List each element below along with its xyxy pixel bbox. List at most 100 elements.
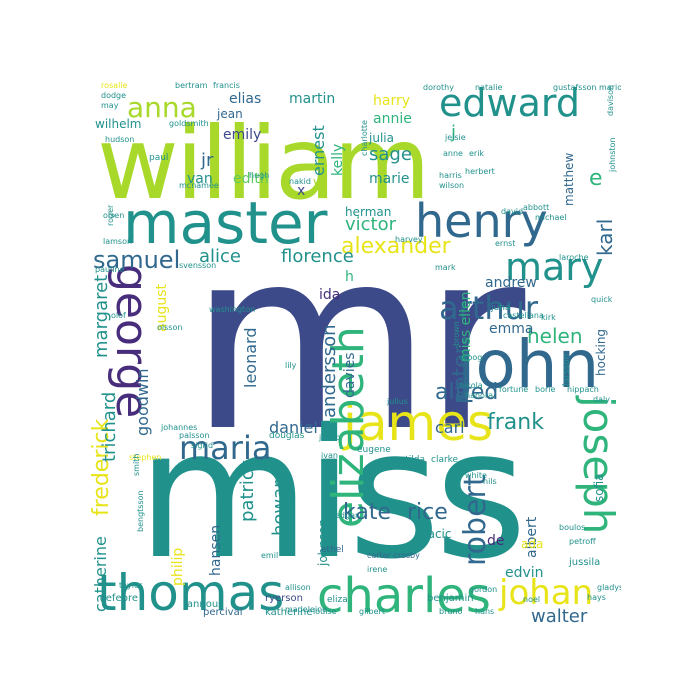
word: harry: [373, 93, 411, 109]
word: annie: [373, 111, 412, 127]
word: fortune: [499, 385, 529, 394]
word: clarke: [431, 455, 459, 465]
word: samuel: [93, 246, 181, 274]
word: petroff: [569, 537, 596, 546]
word: eugene: [357, 445, 391, 455]
word: cacic: [421, 527, 452, 541]
word: sage: [369, 144, 412, 165]
word: alexander: [341, 234, 451, 259]
word: gilbert: [359, 607, 385, 616]
word: victor: [345, 214, 397, 235]
word: julia: [369, 131, 394, 145]
word: hanora: [465, 391, 494, 400]
word: hudson: [105, 135, 135, 144]
word: emily: [223, 127, 262, 143]
word: kate: [343, 500, 391, 525]
word: tannous: [183, 599, 224, 610]
word: carl: [435, 418, 465, 437]
word: wilson: [439, 181, 465, 190]
word: rosalie: [101, 81, 128, 90]
word: andrew: [485, 275, 537, 291]
word: jelsie: [445, 133, 466, 142]
word: smith: [132, 453, 141, 476]
word: nils: [483, 477, 497, 486]
word: pauline: [95, 265, 125, 274]
word: v: [313, 175, 321, 189]
word: kelly: [330, 143, 346, 176]
word: taylor: [119, 581, 143, 590]
word: e: [589, 166, 603, 191]
word: carter crosby: [367, 551, 420, 560]
word: hippach: [567, 385, 599, 394]
word: noel: [523, 595, 541, 604]
word: ernst: [495, 239, 516, 248]
word: lamson: [103, 237, 133, 246]
word: master: [123, 189, 328, 257]
word: stephen: [129, 453, 162, 462]
word: olsen: [103, 211, 125, 220]
word: skoog: [459, 353, 483, 362]
word: dodge: [101, 91, 127, 100]
word: wilhelm: [95, 117, 142, 131]
word: borie: [535, 385, 556, 394]
word: svensson: [179, 261, 217, 270]
word: matthew: [562, 152, 576, 206]
word: larsson: [562, 353, 572, 386]
word: charlotte: [360, 120, 369, 156]
word: michael: [535, 213, 567, 222]
word: abbott: [523, 203, 550, 212]
word: gustafsson: [553, 83, 597, 92]
word: harris: [439, 171, 462, 180]
word: johnston: [608, 137, 617, 172]
word: quick: [591, 295, 613, 304]
word: ida: [319, 287, 341, 303]
word: sofia: [592, 473, 606, 502]
word: hocking: [594, 328, 608, 376]
word: hugh: [249, 171, 270, 180]
word: mark: [435, 263, 456, 272]
word: white: [465, 471, 487, 480]
word: boulos: [559, 523, 586, 532]
word: francis: [213, 81, 240, 90]
word: joseph: [574, 396, 621, 535]
word: h: [345, 269, 354, 285]
word: jussila: [569, 557, 601, 568]
word: brown: [452, 321, 461, 346]
word: walter: [531, 606, 588, 626]
word: harvey: [395, 235, 423, 244]
word: olof: [111, 311, 126, 320]
word: bertram: [175, 81, 208, 90]
word-cloud: mr miss william master henry john thomas…: [89, 76, 621, 625]
word: john: [457, 326, 600, 403]
word: daly: [593, 395, 610, 404]
word: katherine: [265, 607, 313, 618]
word: miss ellen: [458, 291, 474, 362]
word: herbert: [465, 167, 495, 176]
word: benjamin: [427, 593, 474, 604]
word: anne: [443, 149, 463, 158]
word: elias: [229, 91, 262, 107]
word: kirk: [541, 313, 556, 322]
word: jean: [217, 107, 243, 121]
word: edith: [233, 171, 269, 187]
word: herman: [345, 205, 392, 219]
word: van: [187, 171, 213, 187]
word: natalie: [475, 83, 503, 92]
word: florence: [281, 246, 354, 267]
word: palsson: [179, 431, 210, 440]
word: helen: [527, 324, 583, 348]
word: william: [97, 105, 431, 222]
word: lefebre: [103, 593, 138, 604]
word: margaret: [91, 274, 112, 358]
word: davies: [342, 352, 358, 398]
word: j: [451, 122, 457, 143]
word: allison: [285, 583, 311, 592]
word: jacob: [319, 433, 341, 442]
word: charles: [317, 568, 491, 624]
word: hansen: [208, 524, 224, 576]
word: henry: [415, 194, 548, 248]
word: jr: [201, 150, 214, 171]
word: nicola: [459, 381, 483, 390]
word: arthur: [439, 289, 539, 327]
